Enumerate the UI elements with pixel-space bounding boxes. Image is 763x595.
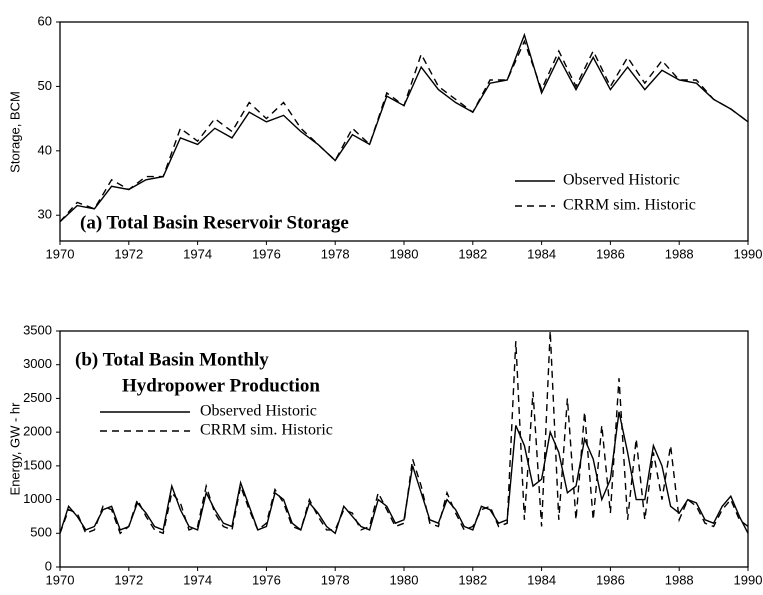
- y-tick-label: 60: [38, 13, 52, 28]
- y-tick-label: 50: [38, 78, 52, 93]
- chart-title: (a) Total Basin Reservoir Storage: [80, 212, 349, 233]
- y-tick-label: 3500: [23, 322, 52, 337]
- y-tick-label: 2000: [23, 424, 52, 439]
- x-tick-label: 1972: [114, 246, 143, 261]
- x-tick-label: 1988: [665, 572, 694, 587]
- x-tick-label: 1986: [596, 572, 625, 587]
- legend-label: CRRM sim. Historic: [563, 197, 696, 214]
- x-tick-label: 1970: [46, 246, 75, 261]
- x-tick-label: 1980: [390, 246, 419, 261]
- series-line: [59, 32, 749, 223]
- x-tick-label: 1988: [665, 246, 694, 261]
- x-tick-label: 1984: [527, 572, 556, 587]
- x-tick-label: 1974: [183, 572, 212, 587]
- chart-title: Hydropower Production: [122, 375, 320, 396]
- y-tick-label: 0: [45, 558, 52, 573]
- y-axis-label: Storage, BCM: [7, 91, 22, 173]
- x-tick-label: 1982: [458, 572, 487, 587]
- legend-label: Observed Historic: [563, 172, 680, 189]
- x-tick-label: 1978: [321, 572, 350, 587]
- y-axis-label: Energy, GW - hr: [7, 402, 22, 496]
- x-tick-label: 1972: [114, 572, 143, 587]
- x-tick-label: 1980: [390, 572, 419, 587]
- legend-label: Observed Historic: [200, 403, 317, 420]
- x-tick-label: 1976: [252, 246, 281, 261]
- x-tick-label: 1990: [734, 246, 763, 261]
- chart-title: (b) Total Basin Monthly: [75, 349, 269, 370]
- x-tick-label: 1984: [527, 246, 556, 261]
- x-tick-label: 1978: [321, 246, 350, 261]
- y-tick-label: 40: [38, 142, 52, 157]
- x-tick-label: 1970: [46, 572, 75, 587]
- x-tick-label: 1976: [252, 572, 281, 587]
- x-tick-label: 1974: [183, 246, 212, 261]
- y-tick-label: 500: [30, 525, 52, 540]
- legend-label: CRRM sim. Historic: [200, 422, 333, 439]
- series-line: [59, 330, 749, 535]
- series-line: [59, 39, 749, 223]
- y-tick-label: 30: [38, 207, 52, 222]
- y-tick-label: 3000: [23, 356, 52, 371]
- y-tick-label: 1000: [23, 491, 52, 506]
- x-tick-label: 1990: [734, 572, 763, 587]
- x-tick-label: 1986: [596, 246, 625, 261]
- x-tick-label: 1982: [458, 246, 487, 261]
- y-tick-label: 2500: [23, 390, 52, 405]
- y-tick-label: 1500: [23, 457, 52, 472]
- series-line: [59, 411, 749, 535]
